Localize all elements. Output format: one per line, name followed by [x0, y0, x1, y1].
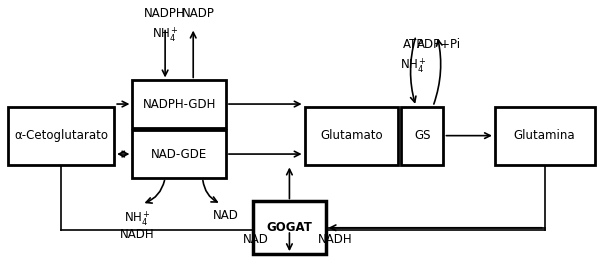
Text: NAD: NAD [243, 233, 269, 246]
Text: NH$^+_4$: NH$^+_4$ [401, 57, 427, 76]
Text: ATP: ATP [403, 38, 424, 51]
FancyBboxPatch shape [9, 107, 114, 165]
FancyBboxPatch shape [495, 107, 595, 165]
Text: NADPH-GDH: NADPH-GDH [142, 98, 216, 111]
FancyBboxPatch shape [401, 107, 443, 165]
Text: Glutamato: Glutamato [320, 129, 382, 142]
FancyBboxPatch shape [133, 130, 226, 178]
Text: NH$^+_4$: NH$^+_4$ [123, 209, 151, 228]
Text: NAD: NAD [213, 209, 239, 222]
FancyBboxPatch shape [253, 201, 326, 254]
FancyBboxPatch shape [133, 80, 226, 128]
Text: NADP: NADP [181, 7, 215, 20]
Text: ADP+Pi: ADP+Pi [417, 38, 461, 51]
Text: NADH: NADH [317, 233, 352, 246]
Text: NAD-GDE: NAD-GDE [151, 148, 207, 161]
Text: GS: GS [414, 129, 430, 142]
Text: α-Cetoglutarato: α-Cetoglutarato [15, 129, 108, 142]
FancyBboxPatch shape [305, 107, 398, 165]
Text: NADPH: NADPH [144, 7, 186, 20]
Text: Glutamina: Glutamina [514, 129, 576, 142]
Text: NH$^+_4$: NH$^+_4$ [151, 25, 179, 44]
Text: GOGAT: GOGAT [266, 221, 313, 234]
Text: NADH: NADH [120, 228, 154, 241]
